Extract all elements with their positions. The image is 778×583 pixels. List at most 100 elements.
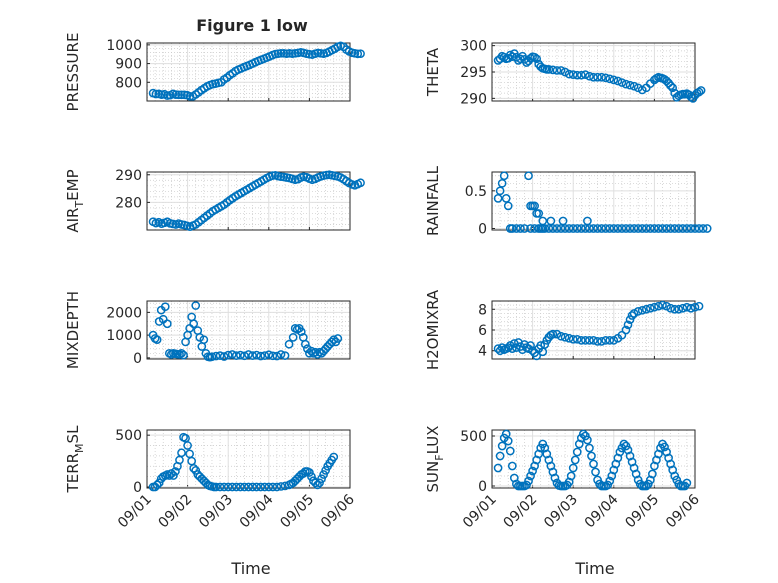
data-point — [313, 480, 322, 490]
x-axis-label-left: Time — [230, 559, 270, 578]
y-axis-label: SUNFLUX — [424, 426, 446, 493]
data-point — [621, 79, 631, 89]
data-point — [189, 463, 199, 473]
data-point — [597, 224, 606, 233]
data-point — [601, 336, 611, 345]
data-point — [548, 329, 558, 339]
data-point — [576, 224, 586, 233]
data-point — [666, 303, 675, 313]
data-point — [641, 481, 651, 491]
y-axis-label: PRESSURE — [64, 33, 82, 112]
y-tick-label: 6 — [478, 323, 487, 339]
data-point — [579, 429, 588, 439]
data-point — [650, 302, 659, 312]
data-point — [544, 65, 554, 74]
data-point — [276, 48, 286, 58]
data-point — [530, 224, 539, 233]
data-point — [493, 194, 503, 203]
data-point — [645, 303, 655, 313]
data-point — [177, 90, 186, 100]
data-point — [219, 482, 229, 492]
data-point — [591, 467, 600, 477]
data-point — [654, 224, 663, 233]
data-point — [617, 224, 627, 233]
data-point — [670, 224, 680, 233]
data-point — [276, 172, 286, 182]
data-point — [674, 304, 684, 314]
data-point — [329, 335, 339, 345]
data-point — [501, 194, 511, 203]
data-point — [311, 478, 320, 488]
data-point — [690, 302, 700, 312]
data-point — [526, 341, 535, 350]
y-tick-label: 1000 — [106, 38, 142, 54]
data-point — [534, 209, 544, 218]
data-point — [162, 319, 172, 329]
data-point — [678, 303, 688, 313]
data-point — [645, 224, 655, 233]
data-point — [268, 482, 278, 492]
y-tick-label: 500 — [460, 429, 487, 445]
data-point — [666, 81, 675, 91]
subplot-3: 280 290 AIRTEMP — [64, 168, 365, 233]
data-point — [260, 482, 270, 492]
data-point — [552, 224, 562, 233]
data-point — [666, 224, 675, 233]
data-point — [678, 224, 688, 233]
data-point — [658, 300, 667, 310]
data-point — [236, 350, 245, 360]
data-point — [694, 224, 704, 233]
axes-border — [146, 300, 351, 360]
data-point — [256, 482, 266, 492]
data-point — [185, 91, 195, 101]
data-point — [305, 468, 314, 477]
data-point — [540, 224, 550, 233]
data-point — [617, 330, 627, 340]
data-point — [641, 224, 651, 233]
data-point — [648, 469, 657, 479]
y-axis-label: RAINFALL — [424, 165, 442, 236]
subplot-2: 290 295 300 THETA — [424, 39, 706, 107]
y-tick-label: 900 — [115, 57, 142, 73]
data-point — [333, 334, 343, 343]
data-point — [319, 470, 328, 479]
data-point — [248, 351, 257, 360]
data-point — [625, 315, 635, 324]
data-point — [497, 441, 507, 451]
data-point — [593, 224, 602, 233]
data-point — [322, 170, 331, 180]
data-point — [583, 435, 592, 445]
axes-border — [491, 300, 696, 360]
data-point — [236, 482, 245, 492]
data-point — [641, 304, 651, 314]
data-point — [311, 347, 320, 357]
data-point — [556, 66, 566, 75]
data-point — [268, 171, 277, 180]
data-point — [264, 350, 274, 360]
data-point — [507, 224, 517, 233]
y-axis-label: H2OMIXRA — [424, 289, 442, 370]
data-point — [272, 351, 282, 361]
data-point — [668, 83, 678, 93]
data-point — [300, 339, 310, 349]
data-point — [538, 216, 548, 226]
data-point — [152, 480, 162, 490]
data-point — [164, 471, 174, 480]
data-point — [589, 224, 598, 233]
data-point — [223, 350, 233, 360]
data-point — [566, 471, 576, 481]
axes-border — [146, 171, 351, 231]
data-point — [356, 178, 365, 188]
data-point — [256, 351, 266, 361]
data-point — [698, 224, 708, 233]
data-point — [556, 224, 566, 233]
data-point — [211, 482, 221, 492]
data-point — [662, 224, 671, 233]
data-point — [674, 224, 684, 233]
data-point — [660, 442, 669, 452]
y-axis-label: TERRMSL — [64, 425, 86, 494]
data-point — [654, 301, 663, 311]
data-point — [321, 466, 330, 475]
data-point — [572, 447, 582, 457]
data-point — [609, 75, 619, 85]
